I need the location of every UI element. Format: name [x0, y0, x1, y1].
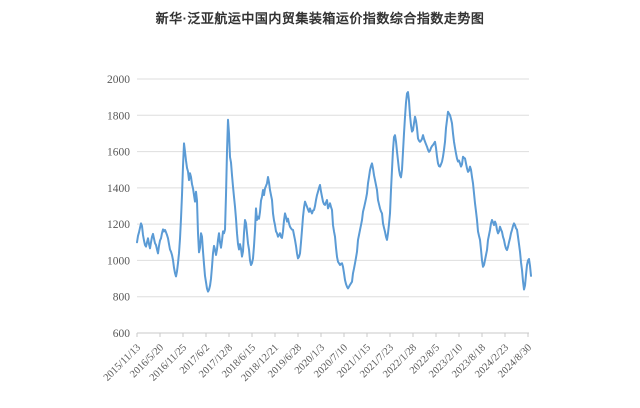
index-line-series: [136, 91, 532, 293]
y-axis-tick-label: 2000: [107, 74, 130, 86]
gridlines: [137, 78, 529, 298]
x-axis: [136, 332, 529, 337]
y-axis-labels: 600 800 1000 1200 1400 1600 1800 2000: [107, 74, 130, 340]
y-axis-tick-label: 1800: [107, 110, 130, 122]
y-axis-tick-label: 600: [113, 328, 131, 340]
y-axis-tick-label: 1000: [107, 255, 130, 267]
index-line: [136, 91, 532, 293]
y-axis-tick-label: 1400: [107, 183, 130, 195]
chart-title: 新华·泛亚航运中国内贸集装箱运价指数综合指数走势图: [155, 11, 485, 26]
y-axis-tick-label: 1600: [107, 147, 130, 159]
y-axis-tick-label: 800: [113, 292, 131, 304]
y-axis-tick-label: 1200: [107, 219, 130, 231]
x-axis-labels: 2015/11/132016/5/202016/11/252017/6/2201…: [102, 342, 534, 384]
